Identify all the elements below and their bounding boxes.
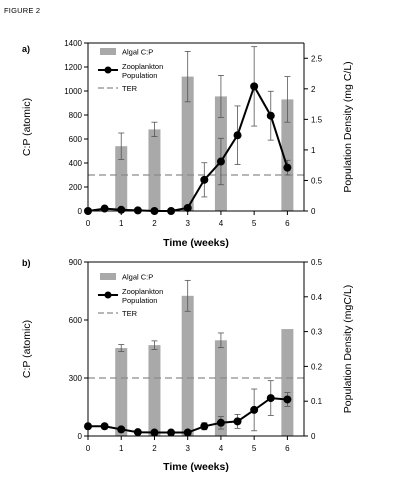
x-tick-label: 2 — [152, 444, 157, 453]
panel-a: a) 0 200 400 600 800 1000 1200 1400 0 0.5 1 1.5 2 2.5 0… — [21, 39, 354, 249]
left-tick-label: 300 — [69, 374, 83, 383]
algal-bar-6 — [281, 329, 294, 436]
legend-ter-label: TER — [122, 84, 138, 93]
zooplankton-point-1.5 — [133, 428, 142, 437]
zooplankton-point-4.5 — [233, 417, 242, 426]
algal-bar-3 — [181, 76, 194, 211]
x-tick-label: 5 — [252, 219, 257, 228]
right-tick-label: 0 — [311, 432, 316, 441]
y-right-title: Population Density (mgC/L) — [342, 285, 354, 413]
right-tick-label: 2.5 — [311, 54, 323, 63]
panel-label: a) — [22, 44, 30, 54]
left-tick-label: 0 — [78, 207, 83, 216]
x-tick-label: 0 — [86, 444, 91, 453]
zooplankton-point-5.5 — [266, 111, 275, 120]
algal-bar-4 — [214, 340, 227, 436]
x-title: Time (weeks) — [163, 237, 229, 249]
panel-label: b) — [22, 258, 31, 268]
algal-bar-2 — [148, 129, 161, 211]
zooplankton-point-4 — [216, 418, 225, 427]
x-tick-label: 3 — [185, 219, 190, 228]
y-left-title: C:P (atomic) — [21, 320, 33, 378]
right-tick-label: 0.1 — [311, 397, 323, 406]
zooplankton-point-3.5 — [200, 175, 209, 184]
zooplankton-point-1 — [117, 425, 126, 434]
figure-label: FIGURE 2 — [4, 6, 41, 15]
zooplankton-point-5.5 — [266, 394, 275, 403]
zooplankton-point-1.5 — [133, 206, 142, 215]
x-tick-label: 5 — [252, 444, 257, 453]
legend-line-label-2: Population — [122, 71, 157, 80]
legend-point-swatch — [104, 291, 112, 299]
x-tick-label: 6 — [285, 219, 290, 228]
legend-bar-label: Algal C:P — [122, 273, 153, 282]
zooplankton-point-2 — [150, 428, 159, 437]
panel-b: b) 0 300 600 900 0 0.1 0.2 0.3 0.4 0.5 0 1 2 3 4 5 6 C:P (… — [21, 258, 354, 473]
x-tick-label: 4 — [219, 219, 224, 228]
x-tick-label: 1 — [119, 444, 124, 453]
zooplankton-point-2.5 — [167, 428, 176, 437]
zooplankton-point-6 — [283, 163, 292, 172]
left-tick-label: 200 — [69, 183, 83, 192]
right-tick-label: 0.4 — [311, 293, 323, 302]
legend-point-swatch — [104, 66, 112, 74]
x-tick-label: 6 — [285, 444, 290, 453]
right-tick-label: 1 — [311, 146, 316, 155]
zooplankton-point-3.5 — [200, 422, 209, 431]
legend-line-label-2: Population — [122, 296, 157, 305]
algal-bar-6 — [281, 99, 294, 211]
right-tick-label: 0.2 — [311, 362, 323, 371]
algal-bar-2 — [148, 345, 161, 436]
left-tick-label: 400 — [69, 159, 83, 168]
left-tick-label: 1200 — [64, 63, 82, 72]
legend-ter-label: TER — [122, 309, 138, 318]
x-tick-label: 3 — [185, 444, 190, 453]
legend-line-label: Zooplankton — [122, 62, 163, 71]
x-tick-label: 1 — [119, 219, 124, 228]
left-tick-label: 600 — [69, 316, 83, 325]
y-right-title: Population Density (mg C/L) — [342, 61, 354, 192]
right-tick-label: 1.5 — [311, 115, 323, 124]
x-tick-label: 2 — [152, 219, 157, 228]
right-tick-label: 0.3 — [311, 328, 323, 337]
left-tick-label: 1000 — [64, 87, 82, 96]
legend-bar-label: Algal C:P — [122, 48, 153, 57]
zooplankton-point-5 — [250, 405, 259, 414]
y-left-title: C:P (atomic) — [21, 98, 33, 156]
right-tick-label: 2 — [311, 85, 316, 94]
x-tick-label: 4 — [219, 444, 224, 453]
right-tick-label: 0.5 — [311, 258, 323, 267]
zooplankton-point-5 — [250, 82, 259, 91]
legend-bar-swatch — [100, 48, 116, 55]
right-tick-label: 0.5 — [311, 176, 323, 185]
algal-bar-3 — [181, 295, 194, 436]
left-tick-label: 900 — [69, 258, 83, 267]
left-tick-label: 600 — [69, 135, 83, 144]
zooplankton-point-4 — [216, 157, 225, 166]
legend-line-label: Zooplankton — [122, 287, 163, 296]
zooplankton-point-1 — [117, 205, 126, 214]
left-tick-label: 0 — [78, 432, 83, 441]
left-tick-label: 1400 — [64, 39, 82, 48]
zooplankton-point-3 — [183, 203, 192, 212]
algal-bar-1 — [115, 348, 128, 436]
zooplankton-point-4.5 — [233, 131, 242, 140]
right-tick-label: 0 — [311, 207, 316, 216]
x-title: Time (weeks) — [163, 461, 229, 473]
zooplankton-point-6 — [283, 395, 292, 404]
zooplankton-point-0.5 — [100, 422, 109, 431]
x-tick-label: 0 — [86, 219, 91, 228]
algal-bar-1 — [115, 146, 128, 211]
zooplankton-point-3 — [183, 428, 192, 437]
left-tick-label: 800 — [69, 111, 83, 120]
legend-bar-swatch — [100, 273, 116, 280]
